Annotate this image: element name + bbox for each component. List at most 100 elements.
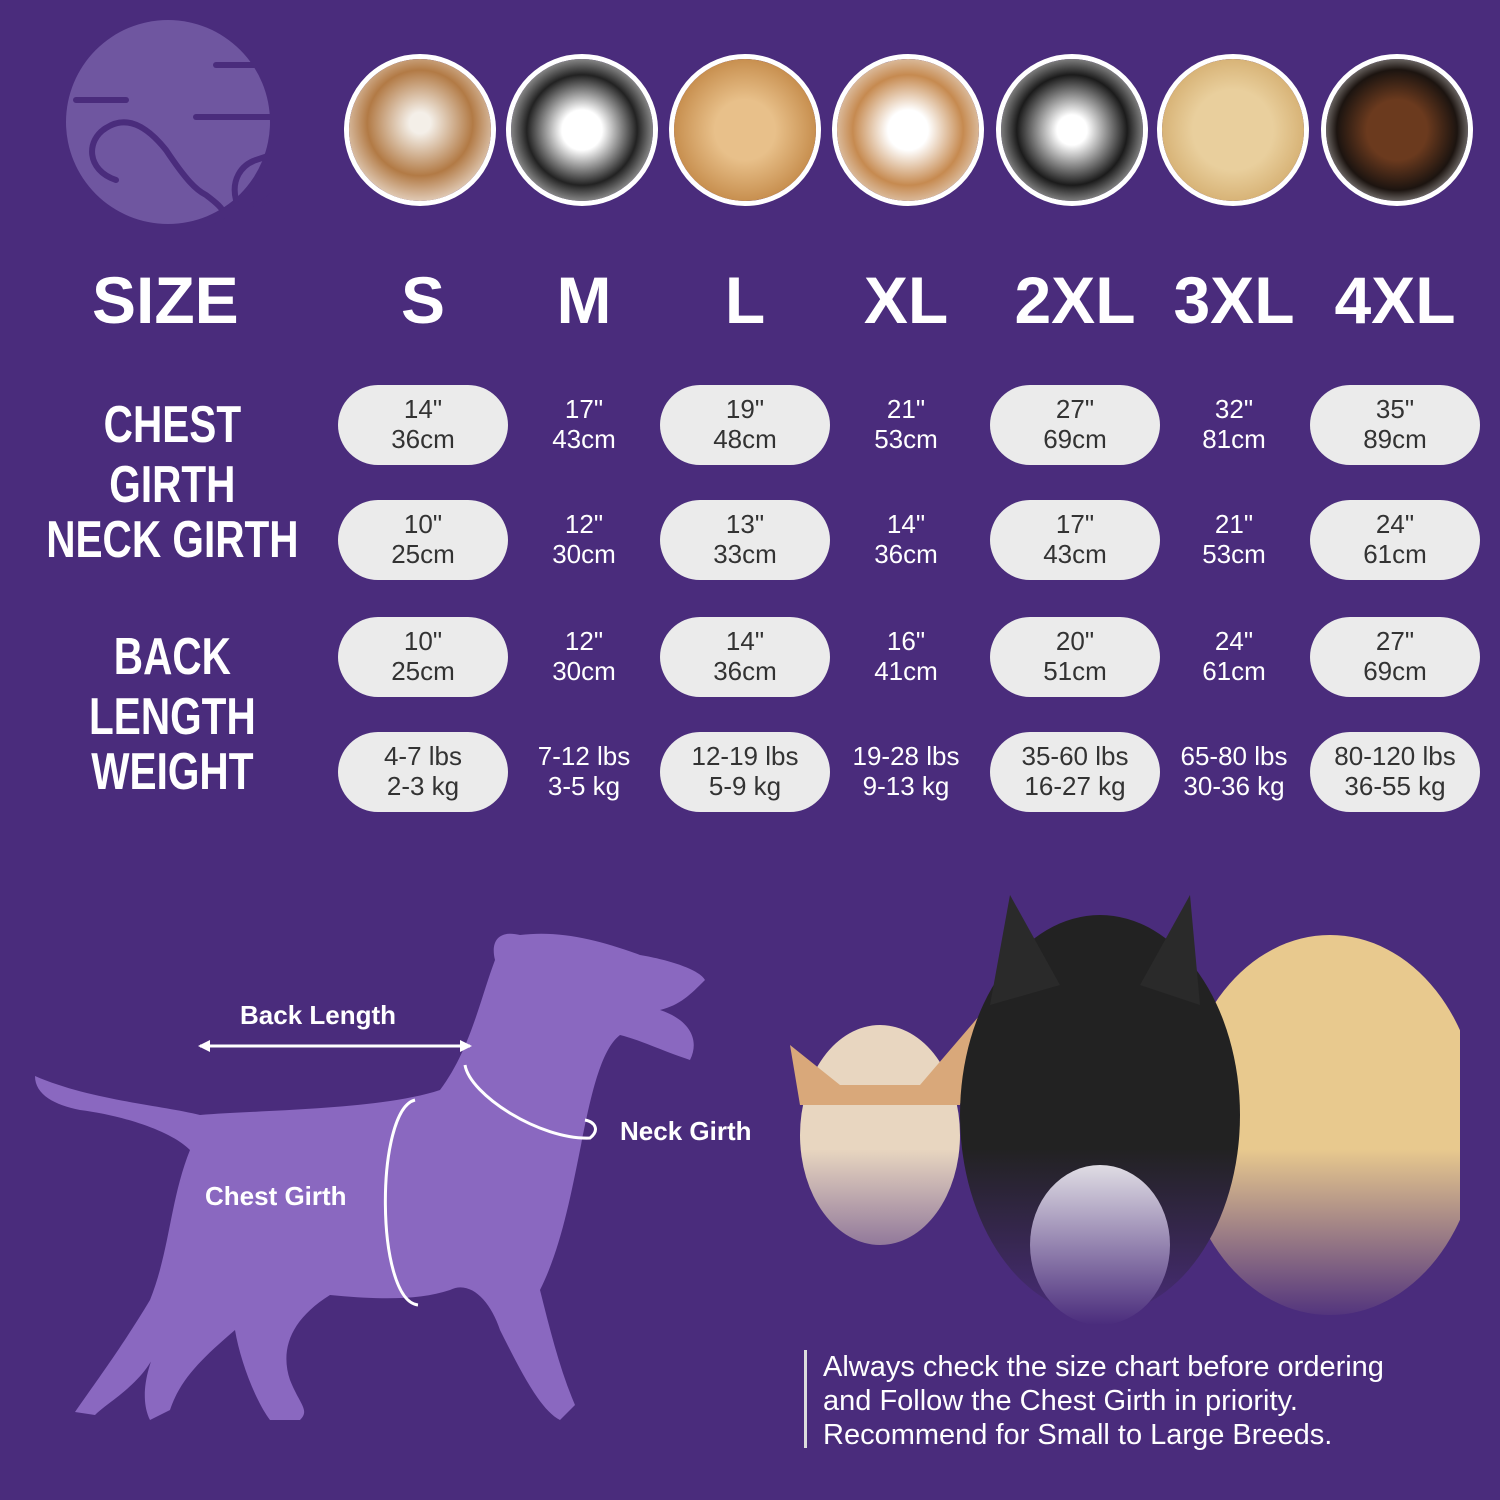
table-cell: 7-12 lbs 3-5 kg bbox=[499, 732, 669, 812]
table-cell: 21" 53cm bbox=[1149, 500, 1319, 580]
cell-imperial: 12" bbox=[564, 509, 604, 539]
cell-imperial: 24" bbox=[1375, 509, 1415, 539]
cell-imperial: 10" bbox=[403, 509, 443, 539]
cocker-spaniel-photo bbox=[669, 54, 821, 206]
doberman-photo bbox=[1321, 54, 1473, 206]
cell-metric: 36cm bbox=[874, 539, 938, 569]
cell-metric: 2-3 kg bbox=[386, 771, 460, 801]
note-line: and Follow the Chest Girth in priority. bbox=[823, 1385, 1298, 1417]
cell-imperial: 4-7 lbs bbox=[383, 741, 463, 771]
cell-metric: 36cm bbox=[713, 656, 777, 686]
table-cell: 27" 69cm bbox=[1310, 617, 1480, 697]
row-label: BACK LENGTH bbox=[89, 628, 256, 746]
cell-metric: 43cm bbox=[1043, 539, 1107, 569]
table-cell: 35-60 lbs 16-27 kg bbox=[990, 732, 1160, 812]
cell-metric: 69cm bbox=[1363, 656, 1427, 686]
cell-metric: 3-5 kg bbox=[547, 771, 621, 801]
row-label: WEIGHT bbox=[91, 743, 254, 801]
cell-imperial: 14" bbox=[725, 626, 765, 656]
table-cell: 14" 36cm bbox=[660, 617, 830, 697]
cell-imperial: 32" bbox=[1214, 394, 1254, 424]
cell-imperial: 35" bbox=[1375, 394, 1415, 424]
cell-imperial: 35-60 lbs bbox=[1021, 741, 1129, 771]
table-cell: 27" 69cm bbox=[990, 385, 1160, 465]
table-cell: 24" 61cm bbox=[1149, 617, 1319, 697]
cell-imperial: 65-80 lbs bbox=[1180, 741, 1288, 771]
size-header-3xl: 3XL bbox=[1173, 263, 1295, 337]
cell-imperial: 24" bbox=[1214, 626, 1254, 656]
cell-imperial: 14" bbox=[886, 509, 926, 539]
size-header-2xl: 2XL bbox=[1014, 263, 1136, 337]
cell-metric: 81cm bbox=[1202, 424, 1266, 454]
cell-metric: 25cm bbox=[391, 539, 455, 569]
boston-terrier-photo bbox=[506, 54, 658, 206]
cell-imperial: 20" bbox=[1055, 626, 1095, 656]
cell-metric: 9-13 kg bbox=[862, 771, 950, 801]
size-header-xl: XL bbox=[863, 263, 949, 337]
cell-metric: 16-27 kg bbox=[1024, 771, 1126, 801]
table-cell: 13" 33cm bbox=[660, 500, 830, 580]
cell-imperial: 17" bbox=[1055, 509, 1095, 539]
cell-metric: 53cm bbox=[874, 424, 938, 454]
pet-logo-icon bbox=[66, 20, 329, 227]
table-cell: 19" 48cm bbox=[660, 385, 830, 465]
table-cell: 14" 36cm bbox=[338, 385, 508, 465]
table-cell: 19-28 lbs 9-13 kg bbox=[821, 732, 991, 812]
table-cell: 21" 53cm bbox=[821, 385, 991, 465]
table-cell: 17" 43cm bbox=[990, 500, 1160, 580]
size-header-l: L bbox=[724, 263, 766, 337]
cell-metric: 36cm bbox=[391, 424, 455, 454]
cell-metric: 69cm bbox=[1043, 424, 1107, 454]
cell-imperial: 14" bbox=[403, 394, 443, 424]
cell-metric: 89cm bbox=[1363, 424, 1427, 454]
beagle-photo bbox=[832, 54, 984, 206]
neck-girth-label: Neck Girth bbox=[620, 1116, 752, 1146]
cell-metric: 33cm bbox=[713, 539, 777, 569]
cell-metric: 36-55 kg bbox=[1344, 771, 1446, 801]
back-length-label: Back Length bbox=[240, 1000, 397, 1030]
cell-imperial: 10" bbox=[403, 626, 443, 656]
cell-imperial: 7-12 lbs bbox=[537, 741, 631, 771]
table-cell: 16" 41cm bbox=[821, 617, 991, 697]
cell-imperial: 19" bbox=[725, 394, 765, 424]
cell-metric: 61cm bbox=[1363, 539, 1427, 569]
chest-girth-label: Chest Girth bbox=[205, 1181, 347, 1211]
table-cell: 80-120 lbs 36-55 kg bbox=[1310, 732, 1480, 812]
table-cell: 12" 30cm bbox=[499, 617, 669, 697]
cell-metric: 41cm bbox=[874, 656, 938, 686]
cell-metric: 53cm bbox=[1202, 539, 1266, 569]
cell-imperial: 21" bbox=[886, 394, 926, 424]
table-cell: 24" 61cm bbox=[1310, 500, 1480, 580]
cell-imperial: 12" bbox=[564, 626, 604, 656]
table-cell: 10" 25cm bbox=[338, 617, 508, 697]
border-collie-photo bbox=[996, 54, 1148, 206]
size-header-4xl: 4XL bbox=[1334, 263, 1456, 337]
cell-metric: 48cm bbox=[713, 424, 777, 454]
cell-metric: 30cm bbox=[552, 539, 616, 569]
note-line: Recommend for Small to Large Breeds. bbox=[823, 1419, 1333, 1451]
cell-imperial: 17" bbox=[564, 394, 604, 424]
cell-metric: 5-9 kg bbox=[708, 771, 782, 801]
table-cell: 32" 81cm bbox=[1149, 385, 1319, 465]
dog-silhouette-icon bbox=[35, 933, 705, 1420]
cell-imperial: 16" bbox=[886, 626, 926, 656]
table-cell: 14" 36cm bbox=[821, 500, 991, 580]
table-cell: 17" 43cm bbox=[499, 385, 669, 465]
table-cell: 35" 89cm bbox=[1310, 385, 1480, 465]
size-note: Always check the size chart before order… bbox=[804, 1350, 1384, 1451]
table-cell: 12-19 lbs 5-9 kg bbox=[660, 732, 830, 812]
cell-imperial: 13" bbox=[725, 509, 765, 539]
size-heading: SIZE bbox=[92, 263, 239, 337]
shih-tzu-photo bbox=[344, 54, 496, 206]
labrador-photo bbox=[1157, 54, 1309, 206]
note-line: Always check the size chart before order… bbox=[823, 1351, 1384, 1383]
table-cell: 20" 51cm bbox=[990, 617, 1160, 697]
cell-metric: 30cm bbox=[552, 656, 616, 686]
table-cell: 65-80 lbs 30-36 kg bbox=[1149, 732, 1319, 812]
table-cell: 4-7 lbs 2-3 kg bbox=[338, 732, 508, 812]
cell-metric: 61cm bbox=[1202, 656, 1266, 686]
cell-imperial: 21" bbox=[1214, 509, 1254, 539]
cell-imperial: 19-28 lbs bbox=[852, 741, 960, 771]
row-label: NECK GIRTH bbox=[46, 511, 299, 569]
cell-imperial: 80-120 lbs bbox=[1334, 741, 1456, 771]
